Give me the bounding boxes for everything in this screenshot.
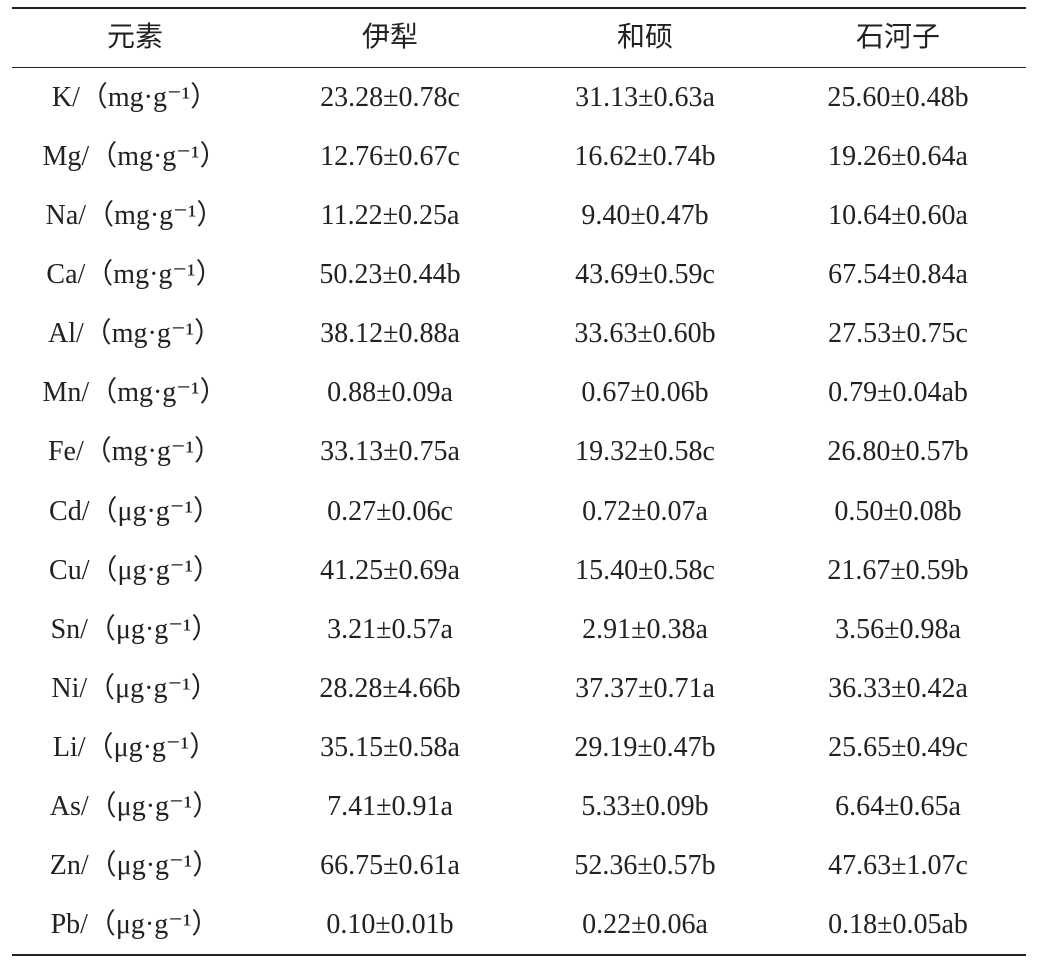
header-cell: 石河子: [855, 22, 940, 53]
table-cell: 33.13±0.75a: [320, 436, 460, 468]
table-cell: 27.53±0.75c: [828, 318, 968, 350]
row-label: Li/（μg·g⁻¹）: [52, 732, 218, 764]
table-cell: 11.22±0.25a: [320, 199, 460, 231]
row-label: Sn/（μg·g⁻¹）: [50, 613, 220, 645]
table-cell: 5.33±0.09b: [581, 791, 709, 823]
table-cell: 66.75±0.61a: [320, 850, 460, 882]
table-cell: 36.33±0.42a: [828, 672, 968, 704]
table-cell: 28.28±4.66b: [319, 672, 461, 704]
row-label: Ca/（mg·g⁻¹）: [46, 258, 224, 290]
table-cell: 9.40±0.47b: [581, 199, 709, 231]
row-label: Zn/（μg·g⁻¹）: [49, 850, 221, 882]
table-cell: 0.22±0.06a: [582, 909, 708, 941]
table-cell: 21.67±0.59b: [827, 554, 969, 586]
table-cell: 0.79±0.04ab: [828, 377, 968, 409]
table-cell: 0.18±0.05ab: [828, 909, 968, 941]
bottom-rule: [12, 954, 1026, 956]
table-cell: 0.50±0.08b: [834, 495, 962, 527]
table-cell: 19.26±0.64a: [828, 140, 968, 172]
table-cell: 47.63±1.07c: [828, 850, 968, 882]
table-cell: 6.64±0.65a: [835, 791, 961, 823]
table-cell: 67.54±0.84a: [828, 258, 968, 290]
row-label: Fe/（mg·g⁻¹）: [47, 436, 223, 468]
table-cell: 15.40±0.58c: [575, 554, 715, 586]
table-cell: 37.37±0.71a: [575, 672, 715, 704]
row-label: As/（μg·g⁻¹）: [49, 791, 221, 823]
table-cell: 41.25±0.69a: [320, 554, 460, 586]
row-label: Ni/（μg·g⁻¹）: [51, 672, 219, 704]
table-cell: 0.10±0.01b: [326, 909, 454, 941]
table-cell: 7.41±0.91a: [327, 791, 453, 823]
table-cell: 33.63±0.60b: [574, 318, 716, 350]
header-cell: 和硕: [616, 22, 673, 53]
row-label: Cd/（μg·g⁻¹）: [49, 495, 221, 527]
header-cell: 元素: [106, 22, 163, 53]
table-cell: 2.91±0.38a: [582, 613, 708, 645]
table-cell: 3.56±0.98a: [835, 613, 961, 645]
table-cell: 29.19±0.47b: [574, 732, 716, 764]
row-label: Mn/（mg·g⁻¹）: [42, 377, 228, 409]
table-cell: 16.62±0.74b: [574, 140, 716, 172]
table-cell: 3.21±0.57a: [327, 613, 453, 645]
table-cell: 25.65±0.49c: [828, 732, 968, 764]
table-cell: 0.72±0.07a: [582, 495, 708, 527]
table-cell: 52.36±0.57b: [574, 850, 716, 882]
top-rule: [12, 7, 1026, 9]
table-cell: 0.27±0.06c: [327, 495, 453, 527]
row-label: Al/（mg·g⁻¹）: [47, 318, 223, 350]
table-cell: 35.15±0.58a: [320, 732, 460, 764]
row-label: Cu/（μg·g⁻¹）: [49, 554, 221, 586]
table-cell: 50.23±0.44b: [319, 258, 461, 290]
header-cell: 伊犁: [361, 22, 418, 53]
table-cell: 38.12±0.88a: [320, 318, 460, 350]
table-cell: 10.64±0.60a: [828, 199, 968, 231]
row-label: K/（mg·g⁻¹）: [51, 81, 219, 113]
table-cell: 26.80±0.57b: [827, 436, 969, 468]
header-rule: [12, 67, 1026, 68]
row-label: Na/（mg·g⁻¹）: [45, 199, 225, 231]
table-cell: 31.13±0.63a: [575, 81, 715, 113]
row-label: Mg/（mg·g⁻¹）: [42, 140, 228, 172]
table-cell: 0.67±0.06b: [581, 377, 709, 409]
table-cell: 12.76±0.67c: [320, 140, 460, 172]
table-cell: 23.28±0.78c: [320, 81, 460, 113]
table-cell: 43.69±0.59c: [575, 258, 715, 290]
table-cell: 19.32±0.58c: [575, 436, 715, 468]
table-cell: 0.88±0.09a: [327, 377, 453, 409]
row-label: Pb/（μg·g⁻¹）: [50, 909, 220, 941]
table-cell: 25.60±0.48b: [827, 81, 969, 113]
